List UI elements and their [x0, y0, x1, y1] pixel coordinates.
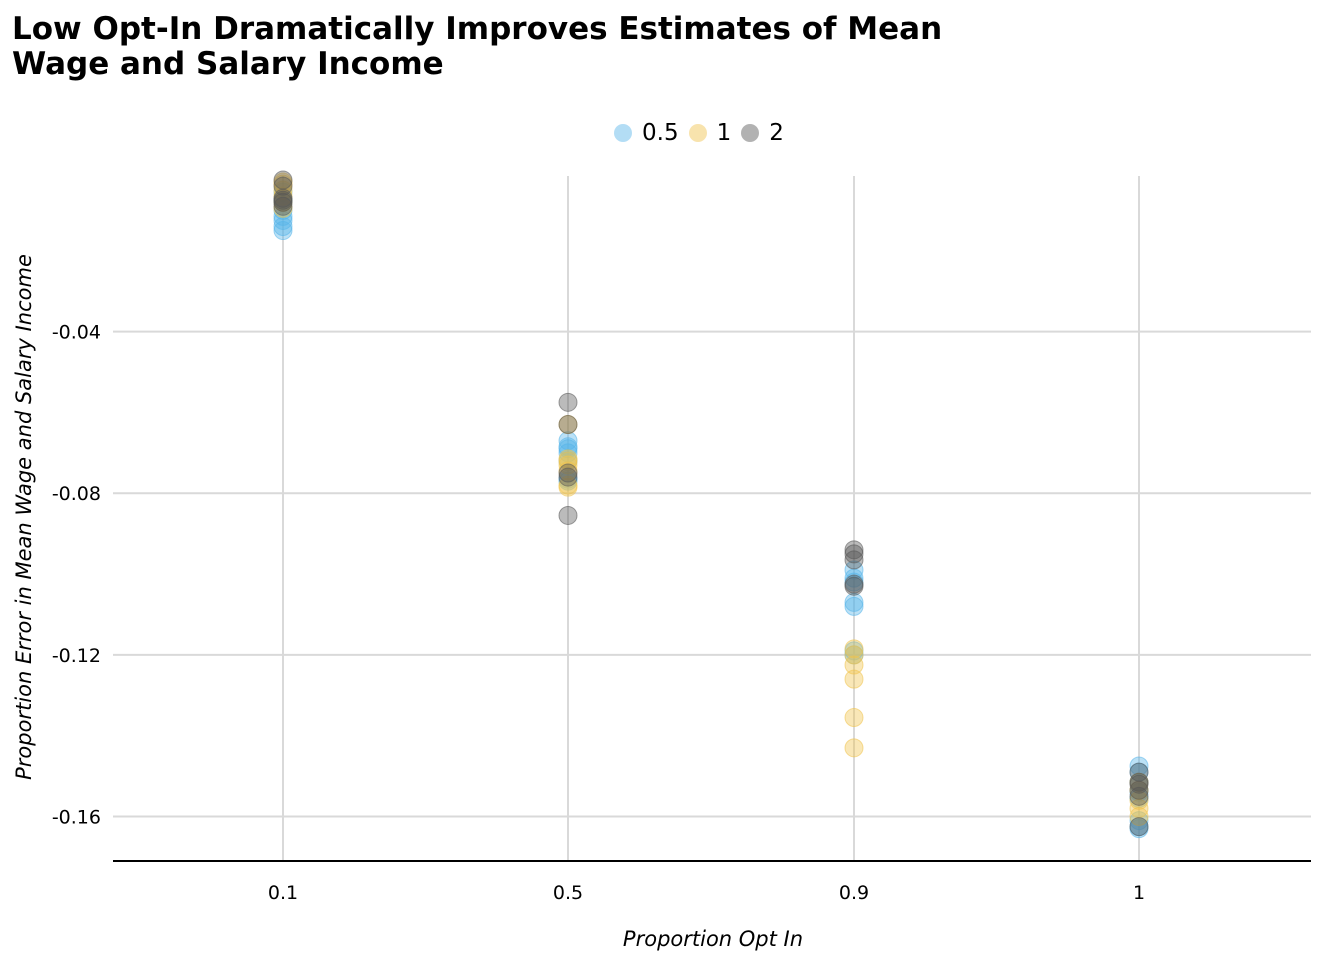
legend-item-0.5: 0.5 — [614, 120, 679, 146]
point-series-1-23 — [1129, 807, 1149, 827]
chart-title: Low Opt-In Dramatically Improves Estimat… — [12, 12, 1112, 82]
x-tick-label-0.5: 0.5 — [553, 882, 583, 904]
point-series-2-8 — [558, 463, 578, 483]
point-series-1-16 — [844, 669, 864, 689]
legend-item-2: 2 — [741, 120, 784, 146]
point-series-2-11 — [844, 540, 864, 560]
point-series-2-6 — [558, 392, 578, 412]
legend-item-1: 1 — [688, 120, 732, 146]
point-series-2-19 — [1129, 780, 1149, 800]
point-series-2-10 — [558, 505, 578, 525]
point-series-2-9 — [558, 467, 578, 487]
point-series-1-13 — [844, 639, 864, 659]
y-axis-title: Proportion Error in Mean Wage and Salary… — [12, 254, 36, 780]
y-tick-label--0.08: -0.08 — [52, 483, 101, 505]
x-tick-label-0.9: 0.9 — [839, 882, 869, 904]
chart-title-line-1: Low Opt-In Dramatically Improves Estimat… — [12, 11, 943, 47]
y-tick-label--0.04: -0.04 — [52, 322, 101, 344]
point-series-2-5 — [273, 196, 293, 216]
point-series-0.5-19 — [844, 596, 864, 616]
gridlines — [113, 176, 1311, 861]
legend-swatch-1 — [688, 124, 707, 142]
point-series-2-7 — [558, 415, 578, 435]
point-series-1-18 — [844, 738, 864, 758]
point-series-1-14 — [844, 645, 864, 665]
data-points — [273, 170, 1149, 839]
point-series-2-13 — [844, 550, 864, 570]
x-axis-title: Proportion Opt In — [623, 927, 803, 951]
point-series-2-12 — [844, 544, 864, 564]
legend-label-1: 1 — [716, 120, 732, 146]
tick-labels: 0.1 0.5 0.9 1 -0.04 -0.08 -0.12 -0.16 — [52, 322, 1145, 904]
point-series-2-15 — [844, 576, 864, 596]
y-tick-label--0.16: -0.16 — [52, 807, 101, 829]
point-series-2-4 — [273, 192, 293, 212]
point-series-0.5-7 — [273, 221, 293, 241]
chart-title-line-2: Wage and Salary Income — [12, 46, 444, 82]
legend-swatch-2 — [741, 124, 760, 142]
legend: 0.5 1 2 — [614, 116, 794, 150]
legend-label-0.5: 0.5 — [642, 120, 679, 146]
legend-swatch-0.5 — [614, 124, 632, 142]
y-tick-label--0.12: -0.12 — [52, 645, 101, 667]
x-tick-label-0.1: 0.1 — [268, 882, 298, 904]
point-series-1-15 — [844, 655, 864, 675]
x-tick-label-1: 1 — [1133, 882, 1145, 904]
point-series-0.5-14 — [558, 471, 578, 491]
point-series-1-17 — [844, 708, 864, 728]
point-series-2-20 — [1129, 786, 1149, 806]
point-series-2-21 — [1129, 817, 1149, 837]
point-series-1-12 — [558, 477, 578, 497]
legend-label-2: 2 — [769, 120, 784, 146]
